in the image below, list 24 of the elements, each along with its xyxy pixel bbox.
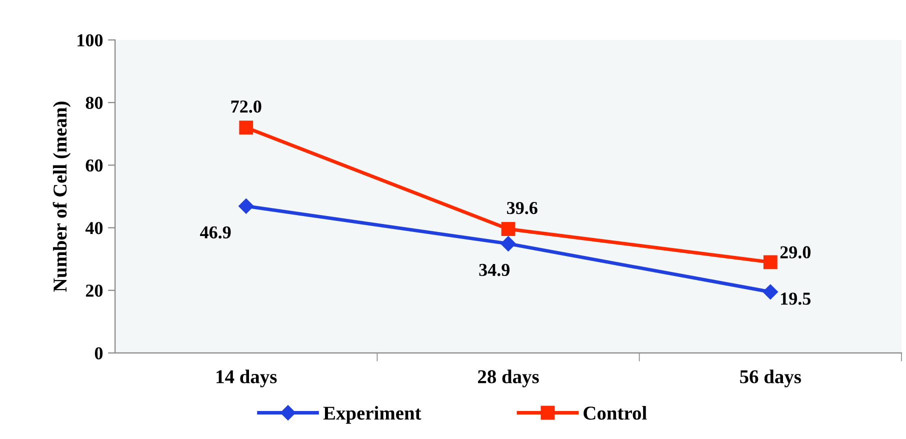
x-tick-label: 56 days (740, 370, 801, 388)
data-label: 46.9 (200, 226, 231, 239)
x-tick-label: 28 days (478, 370, 539, 388)
y-tick-label: 20 (86, 284, 103, 297)
y-tick-label: 40 (85, 222, 103, 234)
point (763, 255, 778, 270)
point (238, 198, 254, 214)
data-label: 39.6 (507, 202, 538, 214)
point (500, 236, 516, 252)
data-label: 34.9 (479, 264, 510, 276)
y-axis-title: Number of Cell (mean) (52, 102, 71, 292)
legend-label: Experiment (323, 406, 422, 424)
data-label: 29.0 (780, 246, 811, 258)
data-label: 19.5 (781, 292, 811, 305)
point (501, 222, 516, 236)
y-tick-label: 60 (86, 159, 103, 172)
legend-label: Control (584, 406, 647, 420)
x-tick-label: 14 days (216, 370, 277, 388)
y-tick-label: 80 (86, 96, 103, 109)
y-tick-label: 0 (94, 347, 103, 360)
point (762, 284, 778, 300)
data-label: 72.0 (231, 100, 262, 113)
y-tick-label: 100 (78, 34, 103, 46)
point (239, 120, 254, 135)
